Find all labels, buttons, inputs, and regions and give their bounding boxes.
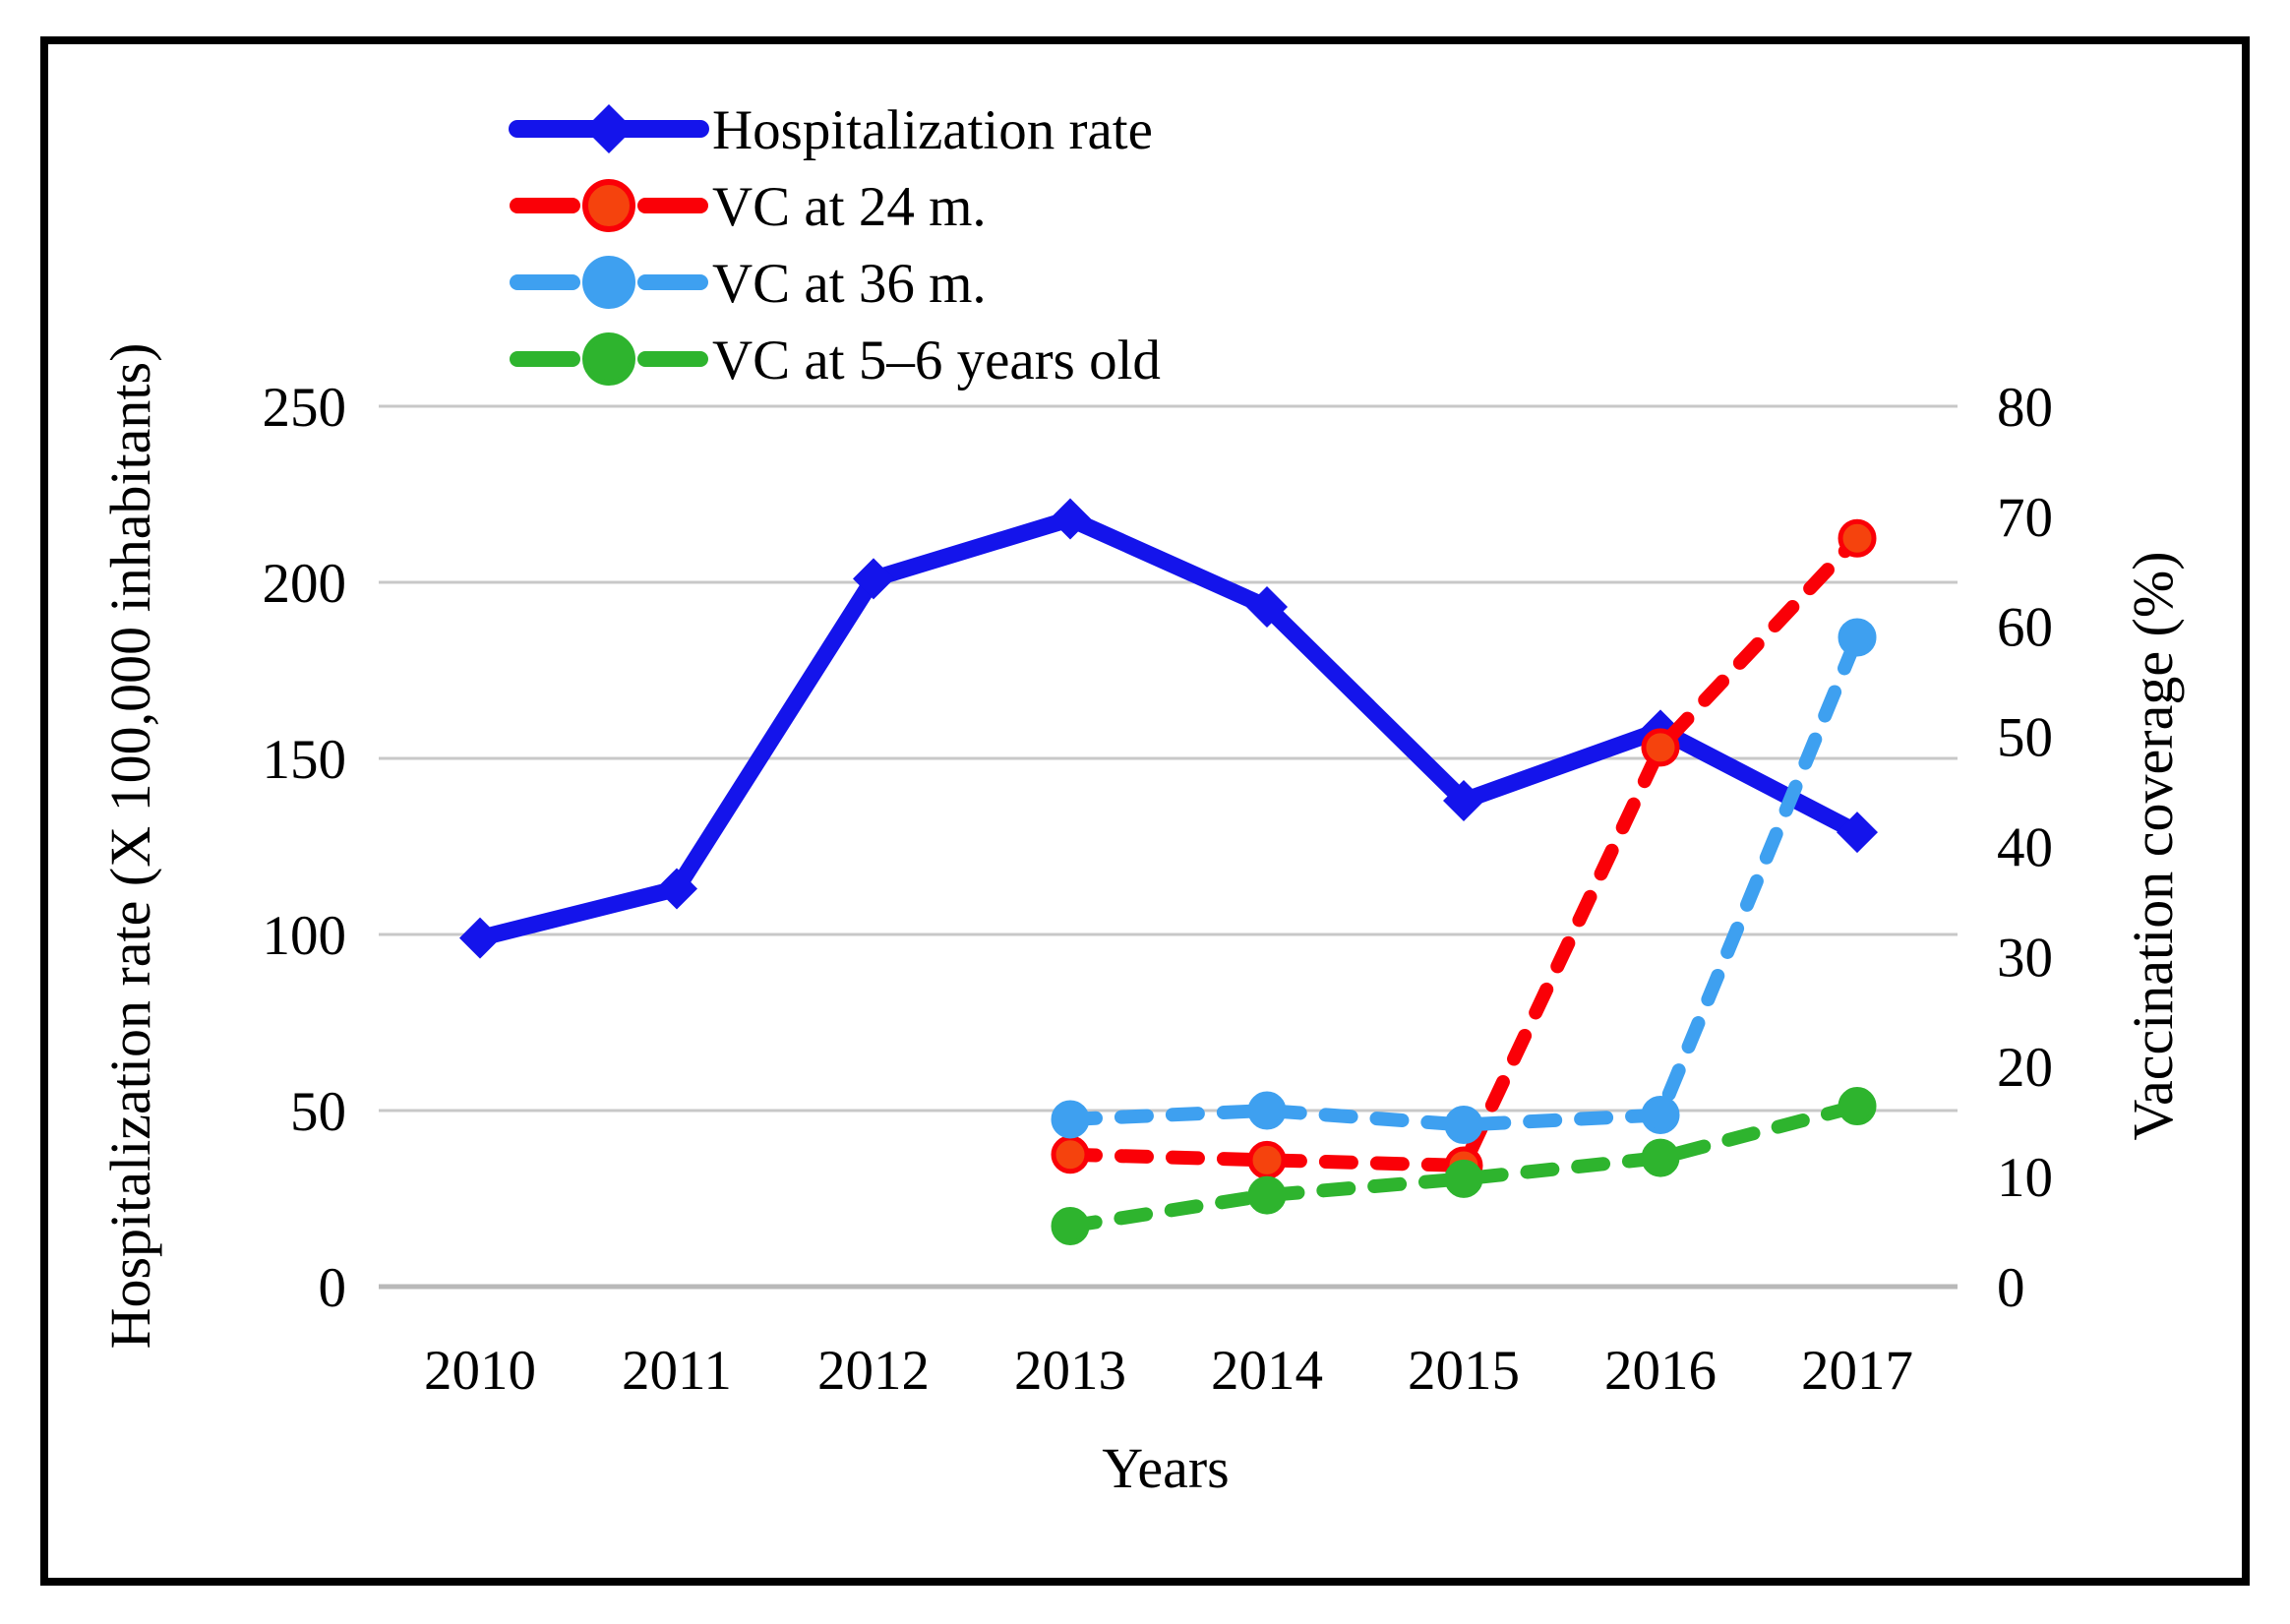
data-point-hospitalization-rate <box>853 558 894 600</box>
legend-label: VC at 36 m. <box>712 253 987 315</box>
series-line-vc-36-months <box>1063 630 1864 1132</box>
y-left-tick-label: 200 <box>263 553 347 615</box>
legend-marker <box>582 256 635 309</box>
y-right-tick-label: 30 <box>1997 927 2053 989</box>
legend-marker <box>582 332 635 386</box>
data-point-vc-24-months <box>1051 1135 1090 1174</box>
x-tick-label: 2014 <box>1211 1340 1323 1402</box>
y-axis-left-title: Hospitalization rate (X 100,000 inhabita… <box>98 343 162 1350</box>
data-point-vc-5-6-years <box>1247 1175 1287 1215</box>
data-point-hospitalization-rate <box>1837 812 1878 854</box>
y-axis-right-tick-labels: 0 10 20 30 40 50 60 70 80 <box>1997 377 2053 1319</box>
data-point-vc-36-months <box>1641 1095 1680 1134</box>
data-point-hospitalization-rate <box>656 868 697 910</box>
y-left-tick-label: 250 <box>263 377 347 439</box>
data-point-vc-24-months <box>1247 1140 1287 1179</box>
x-axis-title: Years <box>1102 1436 1229 1500</box>
y-left-tick-label: 0 <box>319 1257 347 1319</box>
data-point-vc-24-months <box>1838 518 1877 558</box>
y-right-tick-label: 80 <box>1997 377 2053 439</box>
y-left-tick-label: 150 <box>263 729 347 791</box>
x-tick-label: 2015 <box>1408 1340 1520 1402</box>
legend-item-vc-5-6-years: VC at 5–6 years old <box>510 330 1161 391</box>
figure-frame <box>40 36 2250 1586</box>
legend-item-vc-24-months: VC at 24 m. <box>510 176 987 238</box>
data-point-hospitalization-rate <box>1246 586 1288 629</box>
y-right-tick-label: 20 <box>1997 1037 2053 1099</box>
data-point-vc-36-months <box>1247 1091 1287 1130</box>
legend: Hospitalization rate VC at 24 m. VC at 36 … <box>509 99 1161 391</box>
legend-label: VC at 5–6 years old <box>712 330 1161 391</box>
legend-marker <box>584 104 633 153</box>
data-point-vc-36-months <box>1051 1100 1090 1139</box>
y-right-tick-label: 60 <box>1997 597 2053 659</box>
y-left-tick-label: 50 <box>290 1081 346 1143</box>
y-right-tick-label: 0 <box>1997 1257 2025 1319</box>
data-series <box>459 498 1878 1245</box>
data-point-vc-24-months <box>1641 728 1680 767</box>
y-right-tick-label: 70 <box>1997 487 2053 549</box>
legend-item-vc-36-months: VC at 36 m. <box>510 253 987 315</box>
y-right-tick-label: 50 <box>1997 707 2053 769</box>
data-point-vc-5-6-years <box>1444 1159 1483 1198</box>
data-point-hospitalization-rate <box>1050 498 1091 540</box>
data-point-hospitalization-rate <box>1443 779 1484 821</box>
data-point-vc-36-months <box>1838 618 1877 657</box>
series-line-vc-5-6-years <box>1063 1099 1864 1233</box>
x-tick-label: 2016 <box>1604 1340 1717 1402</box>
y-right-tick-label: 40 <box>1997 816 2053 878</box>
series-line-vc-24-months <box>1063 531 1864 1173</box>
data-point-vc-5-6-years <box>1838 1087 1877 1126</box>
data-point-hospitalization-rate <box>459 917 501 959</box>
x-tick-label: 2013 <box>1014 1340 1126 1402</box>
data-point-vc-5-6-years <box>1641 1138 1680 1177</box>
legend-item-hospitalization-rate: Hospitalization rate <box>509 99 1153 161</box>
data-point-vc-36-months <box>1444 1106 1483 1145</box>
series-line-hospitalization-rate <box>471 511 1866 947</box>
x-tick-label: 2011 <box>622 1340 732 1402</box>
x-tick-label: 2010 <box>424 1340 536 1402</box>
y-right-tick-label: 10 <box>1997 1147 2053 1209</box>
gridlines <box>379 404 1958 1290</box>
x-tick-label: 2017 <box>1801 1340 1913 1402</box>
y-axis-right-title: Vaccination coverage (%) <box>2121 551 2185 1140</box>
legend-label: VC at 24 m. <box>712 176 987 238</box>
legend-marker <box>582 179 635 232</box>
y-left-tick-label: 100 <box>263 905 347 967</box>
data-point-vc-5-6-years <box>1051 1206 1090 1245</box>
x-axis-tick-labels: 2010 2011 2012 2013 2014 2015 2016 2017 <box>424 1340 1913 1402</box>
x-tick-label: 2012 <box>817 1340 930 1402</box>
y-axis-left-tick-labels: 0 50 100 150 200 250 <box>263 377 347 1319</box>
legend-label: Hospitalization rate <box>712 99 1153 161</box>
